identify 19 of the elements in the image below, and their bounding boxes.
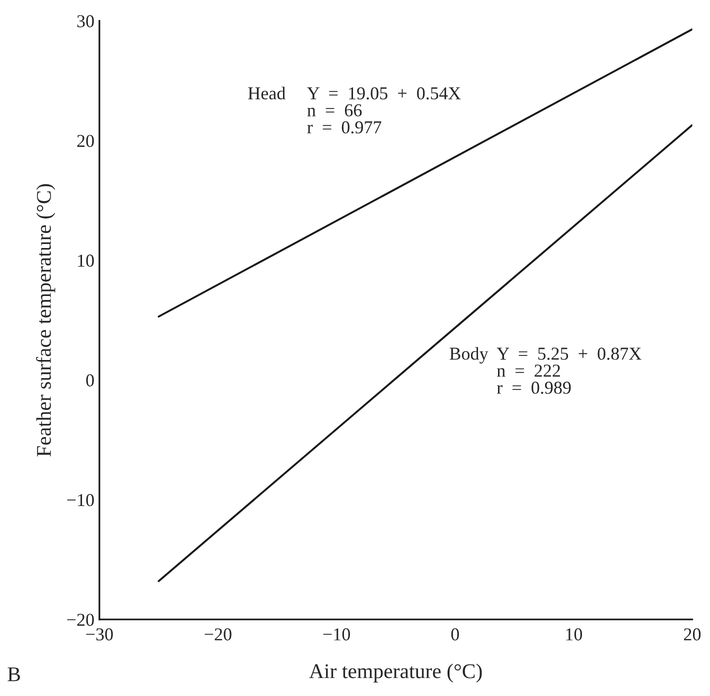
annotation: Body — [450, 347, 488, 364]
y-tick-label: 0 — [86, 374, 94, 386]
x-tick-label: −20 — [204, 628, 232, 640]
x-tick-label: 20 — [684, 628, 701, 640]
x-axis-title: Air temperature (°C) — [309, 664, 482, 682]
annotation: Y = 19.05 + 0.54X n = 66 r = 0.977 — [307, 87, 461, 134]
text: B — [8, 667, 20, 682]
annotation: Head — [248, 86, 286, 100]
x-tick-label: −30 — [86, 628, 113, 640]
x-tick-label: 10 — [566, 628, 582, 640]
y-tick-label: 20 — [77, 134, 94, 148]
y-tick-label: −10 — [67, 494, 94, 506]
x-tick-label: 0 — [451, 628, 459, 640]
y-tick-label: 10 — [78, 254, 94, 267]
y-tick-label: −20 — [67, 614, 94, 626]
x-tick-label: −10 — [323, 628, 350, 640]
y-axis-title: Feather surface temperature (°C) — [36, 184, 56, 456]
y-tick-label: 30 — [77, 15, 94, 28]
annotation: Y = 5.25 + 0.87X n = 222 r = 0.989 — [496, 348, 642, 394]
